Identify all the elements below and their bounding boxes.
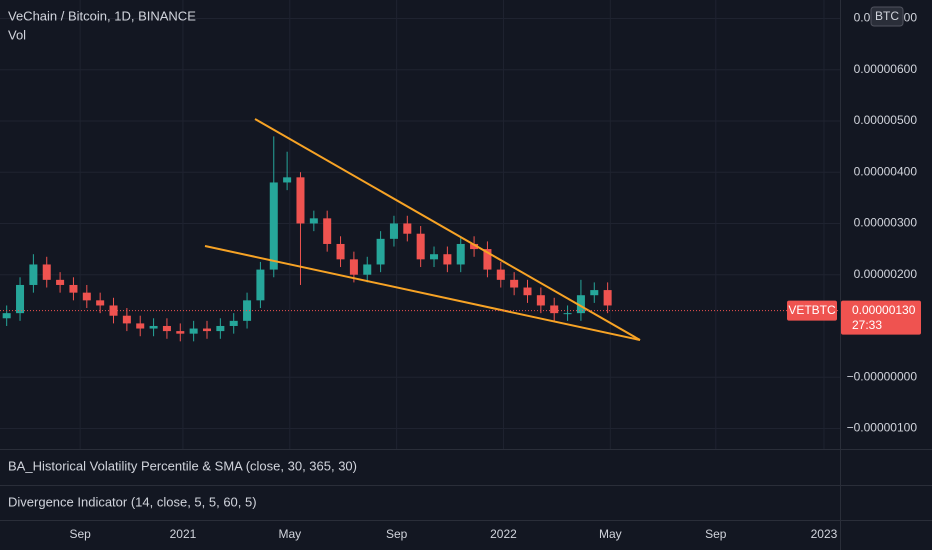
candle-body xyxy=(229,320,238,326)
indicator-label[interactable]: BA_Historical Volatility Percentile & SM… xyxy=(8,458,357,473)
x-tick-label: 2021 xyxy=(170,527,197,541)
x-tick-label: 2023 xyxy=(811,527,838,541)
candle-body xyxy=(603,290,612,306)
candle-body xyxy=(243,300,252,321)
candle-body xyxy=(376,238,385,265)
candle-body xyxy=(296,177,305,224)
candle-body xyxy=(323,218,332,244)
candles xyxy=(2,136,612,342)
y-tick-label: 0.00000400 xyxy=(854,164,918,178)
candle-body xyxy=(536,295,545,306)
symbol-tag xyxy=(787,300,837,321)
y-tick-label: −0.00000000 xyxy=(847,369,918,383)
candle-body xyxy=(349,259,358,275)
candle-body xyxy=(189,328,198,334)
candle-body xyxy=(363,264,372,275)
candle-body xyxy=(389,223,398,239)
x-tick-label: Sep xyxy=(69,527,91,541)
candle-body xyxy=(2,313,11,319)
candle-body xyxy=(176,331,185,334)
x-tick-label: Sep xyxy=(705,527,727,541)
candle-body xyxy=(269,182,278,270)
trend-line-lower xyxy=(204,245,641,341)
x-tick-label: May xyxy=(599,527,622,541)
candle-body xyxy=(82,292,91,301)
symbol-title: VeChain / Bitcoin, 1D, BINANCE xyxy=(8,8,196,23)
currency-badge-text[interactable]: BTC xyxy=(875,9,899,23)
candle-body xyxy=(470,243,479,250)
grid xyxy=(0,0,840,450)
y-tick-label: −0.00000100 xyxy=(847,421,918,435)
candle-body xyxy=(216,325,225,332)
x-tick-label: 2022 xyxy=(490,527,517,541)
x-tick-label: May xyxy=(278,527,301,541)
candle-body xyxy=(496,269,505,280)
candle-body xyxy=(42,264,51,280)
candle-body xyxy=(403,223,412,234)
currency-badge[interactable] xyxy=(870,6,904,27)
candle-body xyxy=(523,287,532,296)
candle-body xyxy=(162,325,171,332)
countdown-text: 27:33 xyxy=(852,318,882,332)
y-tick-label: 0.00000200 xyxy=(854,267,918,281)
y-tick-label: 0.00000500 xyxy=(854,113,918,127)
indicator-label[interactable]: Divergence Indicator (14, close, 5, 5, 6… xyxy=(8,494,257,509)
x-tick-label: Sep xyxy=(386,527,408,541)
candle-body xyxy=(510,279,519,288)
candle-body xyxy=(109,305,118,316)
candle-body xyxy=(550,305,559,314)
candle-body xyxy=(576,295,585,314)
candle-body xyxy=(309,218,318,224)
candle-body xyxy=(590,290,599,296)
y-tick-label: 0.00000600 xyxy=(854,62,918,76)
candle-body xyxy=(336,243,345,260)
candle-body xyxy=(122,315,131,324)
candle-body xyxy=(430,254,439,260)
price-axis: 0.000007000.000006000.000005000.00000400… xyxy=(847,11,918,435)
candle-body xyxy=(483,249,492,270)
candle-body xyxy=(202,328,212,332)
symbol-tag-text: VETBTC xyxy=(788,303,836,317)
volume-label: Vol xyxy=(8,27,26,42)
candle-body xyxy=(149,325,158,329)
candle-body xyxy=(283,177,292,183)
y-tick-label: 0.00000300 xyxy=(854,216,918,230)
candle-body xyxy=(256,269,265,301)
candle-body xyxy=(563,313,572,315)
candle-body xyxy=(29,264,38,285)
candle-body xyxy=(56,279,65,285)
last-price-text: 0.00000130 xyxy=(852,303,916,317)
candle-body xyxy=(136,323,145,329)
last-price-tag xyxy=(841,300,921,335)
candle-body xyxy=(443,254,452,265)
candle-body xyxy=(416,233,425,260)
candle-body xyxy=(456,243,465,265)
candle-body xyxy=(96,300,105,306)
trend-line-upper xyxy=(254,118,641,341)
candle-body xyxy=(69,284,78,293)
candle-body xyxy=(16,284,25,314)
